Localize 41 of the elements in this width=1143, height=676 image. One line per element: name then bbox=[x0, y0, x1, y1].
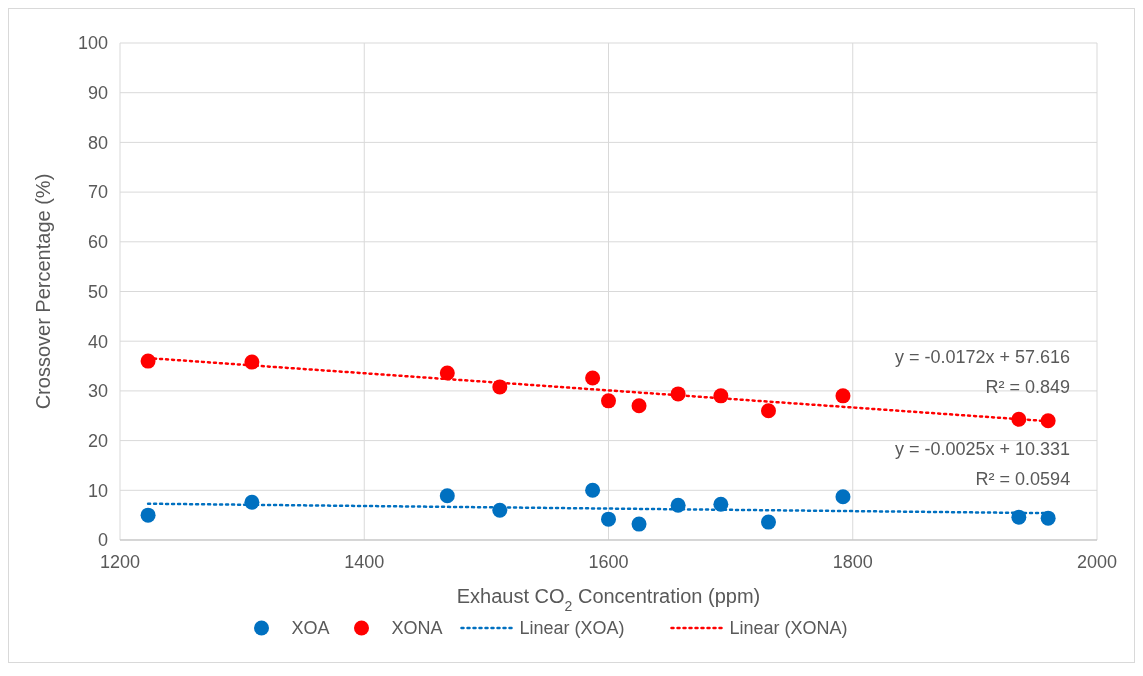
x-tick-label: 1600 bbox=[588, 552, 629, 572]
point bbox=[760, 514, 776, 530]
point bbox=[601, 511, 616, 527]
x-tick-label: 2000 bbox=[1076, 552, 1118, 572]
y-tick-label: 20 bbox=[87, 430, 108, 451]
annotation: y = -0.0025x + 10.331 bbox=[895, 439, 1071, 460]
y-tick-label: 40 bbox=[87, 331, 108, 352]
point bbox=[713, 496, 729, 512]
x-tick-label: 1800 bbox=[832, 552, 873, 572]
point bbox=[760, 403, 776, 419]
x-tick-label: 1200 bbox=[99, 552, 141, 572]
point bbox=[601, 393, 616, 409]
point bbox=[835, 388, 851, 404]
y-tick-label: 10 bbox=[87, 480, 108, 501]
y-tick-label: 60 bbox=[87, 232, 108, 253]
y-axis-title: Crossover Percentage (%) bbox=[32, 173, 54, 410]
y-tick-label: 0 bbox=[97, 530, 108, 551]
annotation: R² = 0.0594 bbox=[975, 469, 1071, 490]
point bbox=[835, 489, 851, 505]
x-tick-label: 1400 bbox=[344, 552, 385, 572]
legend-label: Linear (XOA) bbox=[519, 618, 625, 639]
point bbox=[585, 370, 601, 386]
y-tick-label: 90 bbox=[87, 83, 108, 103]
y-tick-label: 50 bbox=[87, 281, 108, 302]
legend-label: Linear (XONA) bbox=[729, 618, 848, 639]
annotation: R² = 0.849 bbox=[985, 377, 1071, 398]
annotation: y = -0.0172x + 57.616 bbox=[895, 347, 1071, 368]
legend-label: XOA bbox=[291, 618, 330, 639]
y-tick-label: 30 bbox=[87, 381, 108, 402]
point bbox=[631, 398, 647, 414]
point bbox=[631, 516, 647, 532]
point bbox=[1040, 510, 1056, 526]
x-axis-title: Exhaust CO$_{2}$ Concentration (ppm) bbox=[456, 585, 761, 614]
point bbox=[140, 507, 156, 523]
y-tick-label: 80 bbox=[87, 132, 108, 153]
y-tick-label: 100 bbox=[77, 33, 108, 54]
point bbox=[1040, 413, 1056, 429]
legend-label: XONA bbox=[391, 618, 443, 639]
point bbox=[585, 482, 601, 498]
point bbox=[439, 488, 455, 504]
y-tick-label: 70 bbox=[87, 182, 108, 203]
